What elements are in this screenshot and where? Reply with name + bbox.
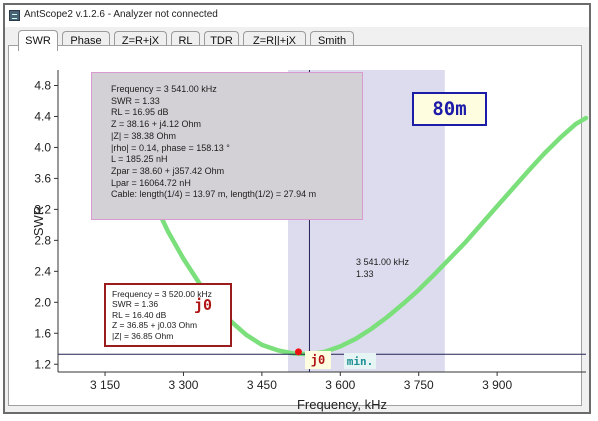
cursor-info-line: Lpar = 16064.72 nH [111, 177, 191, 188]
marker-info-line: SWR = 1.36 [112, 299, 159, 310]
y-tick-label: 1.6 [34, 326, 51, 340]
y-tick-label: 3.2 [34, 202, 51, 216]
x-tick-label: 3 900 [482, 378, 512, 392]
cursor-info-line: L = 185.25 nH [111, 154, 168, 165]
x-tick-label: 3 300 [168, 378, 198, 392]
cursor-readout: 3 541.00 kHz 1.33 [356, 256, 409, 280]
cursor-info-line: RL = 16.95 dB [111, 107, 169, 118]
cursor-info-line: SWR = 1.33 [111, 95, 160, 106]
marker-point[interactable] [294, 348, 302, 356]
marker-info-panel[interactable]: Frequency = 3 520.00 kHz SWR = 1.36 RL =… [104, 283, 232, 347]
y-tick-label: 1.2 [34, 357, 51, 371]
cursor-info-line: Zpar = 38.60 + j357.42 Ohm [111, 165, 225, 176]
cursor-readout-swr: 1.33 [356, 269, 374, 279]
x-axis-title: Frequency, kHz [297, 397, 387, 412]
x-tick-label: 3 450 [247, 378, 277, 392]
cursor-readout-freq: 3 541.00 kHz [356, 257, 410, 267]
marker-info-line: RL = 16.40 dB [112, 309, 167, 320]
x-tick-label: 3 600 [325, 378, 355, 392]
cursor-info-line: Frequency = 3 541.00 kHz [111, 84, 217, 94]
marker-info-line: Frequency = 3 520.00 kHz [112, 289, 212, 299]
y-tick-label: 3.6 [34, 171, 51, 185]
y-tick-label: 2.4 [34, 264, 51, 278]
marker-info-line: Z = 36.85 + j0.03 Ohm [112, 320, 198, 331]
marker-tag: j0 [194, 296, 213, 314]
x-tick-label: 3 750 [404, 378, 434, 392]
cursor-info-line: Z = 38.16 + j4.12 Ohm [111, 119, 202, 130]
title-bar: AntScope2 v.1.2.6 - Analyzer not connect… [5, 5, 589, 27]
y-tick-label: 2.8 [34, 233, 51, 247]
y-tick-label: 4.4 [34, 109, 51, 123]
band-label: 80m [412, 92, 487, 126]
cursor-info-line: |rho| = 0.14, phase = 158.13 ° [111, 142, 230, 153]
app-icon [9, 10, 20, 21]
y-tick-label: 4.0 [34, 140, 51, 154]
cursor-info-panel: Frequency = 3 541.00 kHz SWR = 1.33 RL =… [91, 72, 363, 220]
y-axis-title: SWR [31, 206, 46, 236]
minimum-chip: min. [344, 353, 376, 369]
cursor-info-line: |Z| = 38.38 Ohm [111, 130, 176, 141]
window-title: AntScope2 v.1.2.6 - Analyzer not connect… [24, 9, 218, 20]
x-tick-label: 3 150 [90, 378, 120, 392]
y-tick-label: 2.0 [34, 295, 51, 309]
marker-info-line: |Z| = 36.85 Ohm [112, 330, 174, 341]
tab-swr[interactable]: SWR [18, 30, 58, 51]
y-tick-label: 4.8 [34, 78, 51, 92]
cursor-info-line: Cable: length(1/4) = 13.97 m, length(1/2… [111, 189, 317, 200]
marker-chip[interactable]: j0 [305, 351, 331, 369]
